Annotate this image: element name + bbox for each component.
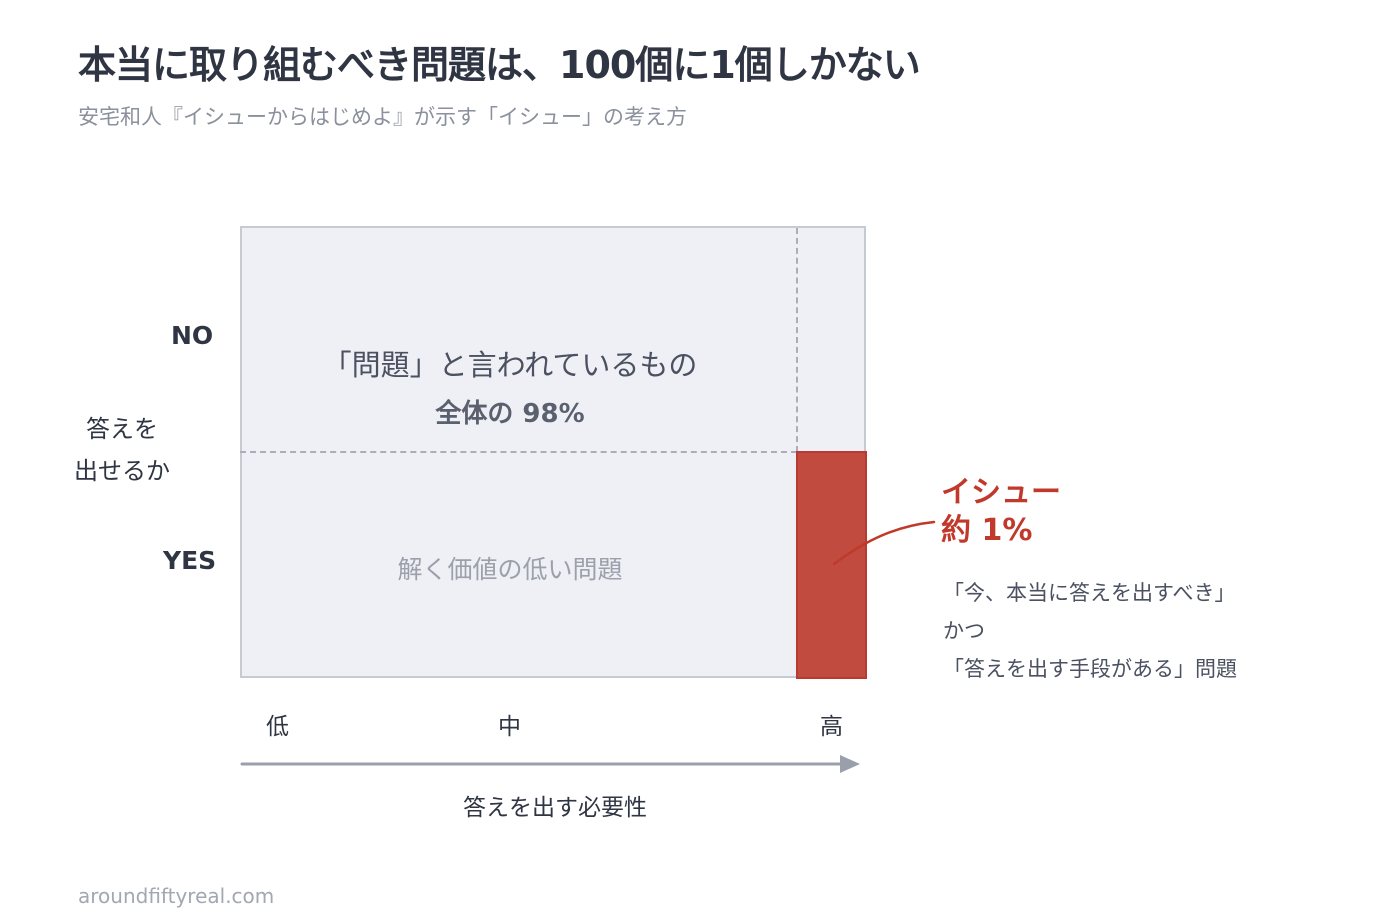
x-tick-low: 低 xyxy=(266,714,289,740)
issue-desc-line2: かつ xyxy=(943,619,985,643)
page-subtitle: 安宅和人『イシューからはじめよ』が示す「イシュー」の考え方 xyxy=(78,105,687,129)
page-title: 本当に取り組むべき問題は、100個に1個しかない xyxy=(78,43,921,87)
issue-callout-description: 「今、本当に答えを出すべき」 かつ 「答えを出す手段がある」問題 xyxy=(943,574,1237,688)
issue-cell xyxy=(796,451,867,679)
issue-desc-line1: 「今、本当に答えを出すべき」 xyxy=(943,581,1236,605)
x-tick-high: 高 xyxy=(820,714,843,740)
issue-callout-share: 約 1% xyxy=(941,513,1033,548)
bottom-cell-label: 解く価値の低い問題 xyxy=(397,555,623,584)
issue-callout-name: イシュー xyxy=(941,475,1061,510)
callout-leader-line xyxy=(832,520,936,566)
y-axis-title-line2: 出せるか xyxy=(74,457,170,485)
footer-site: aroundfiftyreal.com xyxy=(78,884,275,908)
issue-callout-title: イシュー 約 1% xyxy=(941,474,1061,550)
top-cell-share: 全体の 98% xyxy=(435,399,585,429)
horizontal-divider xyxy=(240,451,797,453)
y-axis-title: 答えを 出せるか xyxy=(60,408,184,492)
top-cell-label: 「問題」と言われているもの xyxy=(322,348,698,382)
right-arrow-icon xyxy=(240,755,860,773)
y-axis-no-label: NO xyxy=(171,321,214,350)
x-tick-mid: 中 xyxy=(498,714,521,740)
vertical-divider xyxy=(796,228,798,452)
issue-desc-line3: 「答えを出す手段がある」問題 xyxy=(943,657,1237,681)
y-axis-yes-label: YES xyxy=(163,546,217,575)
x-axis-title: 答えを出す必要性 xyxy=(463,795,647,821)
y-axis-title-line1: 答えを xyxy=(86,415,158,443)
